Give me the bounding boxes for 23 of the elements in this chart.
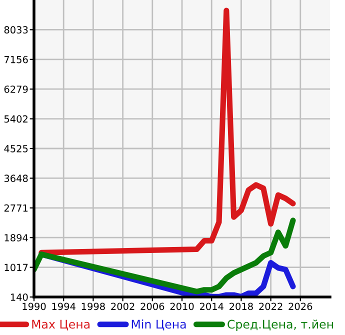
x-tick-label: 2006 [140, 302, 164, 310]
x-tick-label: 1998 [82, 302, 105, 310]
legend-label: Max Цена [32, 320, 90, 330]
y-tick-label: 4525 [4, 144, 28, 152]
x-tick-label: 2014 [200, 302, 224, 310]
y-tick-label: 8033 [4, 26, 28, 34]
legend-label: Сред.Цена, т.йен [228, 320, 333, 331]
y-tick-label: 140 [10, 293, 28, 301]
y-tick-label: 2771 [4, 204, 28, 212]
y-tick-label: 7156 [4, 56, 28, 64]
y-tick-label: 6279 [4, 86, 28, 93]
x-tick-label: 2002 [111, 302, 134, 310]
x-tick-label: 2022 [259, 302, 282, 310]
legend-label: Min Цена [132, 320, 186, 330]
y-tick-label: 5402 [4, 115, 28, 123]
x-tick-label: 2026 [288, 302, 312, 310]
x-tick-label: 1990 [22, 302, 46, 310]
x-tick-label: 1994 [52, 302, 76, 310]
x-tick-label: 2010 [170, 302, 194, 310]
x-tick-label: 2018 [230, 302, 253, 310]
y-tick-label: 1894 [4, 234, 28, 242]
y-tick-label: 1017 [4, 264, 28, 272]
y-tick-label: 3648 [4, 174, 28, 182]
